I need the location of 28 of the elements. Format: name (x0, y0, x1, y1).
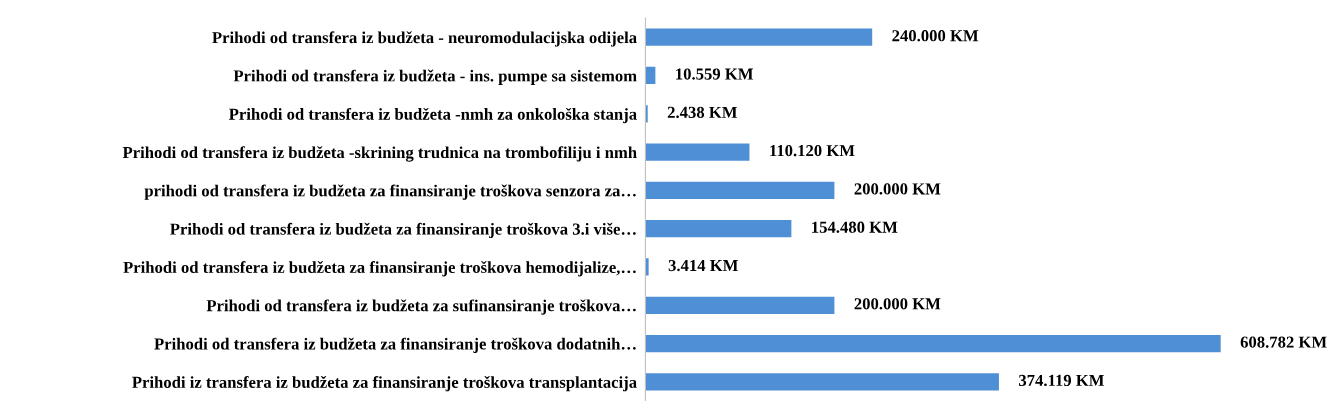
y-tick-label: Prihodi od transfera iz budžeta za finansiranje troškova dodatnih… (154, 337, 636, 353)
data-label: 200.000 KM (854, 183, 941, 195)
y-tick-label: Prihodi iz transfera iz budžeta za finansiranje troškova transplantacija (132, 375, 637, 392)
y-tick-label: Prihodi od transfera iz budžeta -skrining trudnica na trombofiliju i nmh (122, 146, 637, 162)
bar (645, 334, 1221, 353)
y-tick-label: Prihodi od transfera iz budžeta - neuromodulacijska odijela (212, 31, 637, 47)
bar (645, 143, 750, 161)
data-label: 110.120 KM (770, 145, 855, 157)
y-tick-label: Prihodi od transfera iz budžeta za finansiranje troškova 3.i više… (170, 222, 636, 239)
y-tick-label: Prihodi od transfera iz budžeta za sufinansiranje troškova… (206, 299, 636, 315)
bar (645, 373, 999, 391)
bar (645, 258, 649, 276)
bar (645, 220, 792, 238)
bar (645, 28, 873, 46)
data-label: 2.438 KM (667, 106, 738, 119)
data-label: 154.480 KM (812, 221, 898, 233)
data-label: 3.414 KM (668, 259, 738, 272)
data-label: 240.000 KM (892, 30, 979, 42)
y-tick-label: prihodi od transfera iz budžeta za finansiranje troškova senzora za… (144, 184, 636, 200)
data-label: 10.559 KM (676, 68, 754, 80)
data-label: 200.000 KM (854, 298, 941, 310)
data-label: 374.119 KM (1019, 374, 1105, 387)
bar (645, 181, 835, 199)
y-tick-label: Prihodi od transfera iz budžeta -nmh za onkološka stanja (229, 107, 637, 124)
y-tick-label: Prihodi od transfera iz budžeta - ins. pumpe sa sistemom (233, 69, 637, 85)
data-label: 608.782 KM (1240, 336, 1327, 348)
y-tick-label: Prihodi od transfera iz budžeta za finansiranje troškova hemodijalize,… (123, 261, 636, 277)
bar (645, 296, 835, 314)
